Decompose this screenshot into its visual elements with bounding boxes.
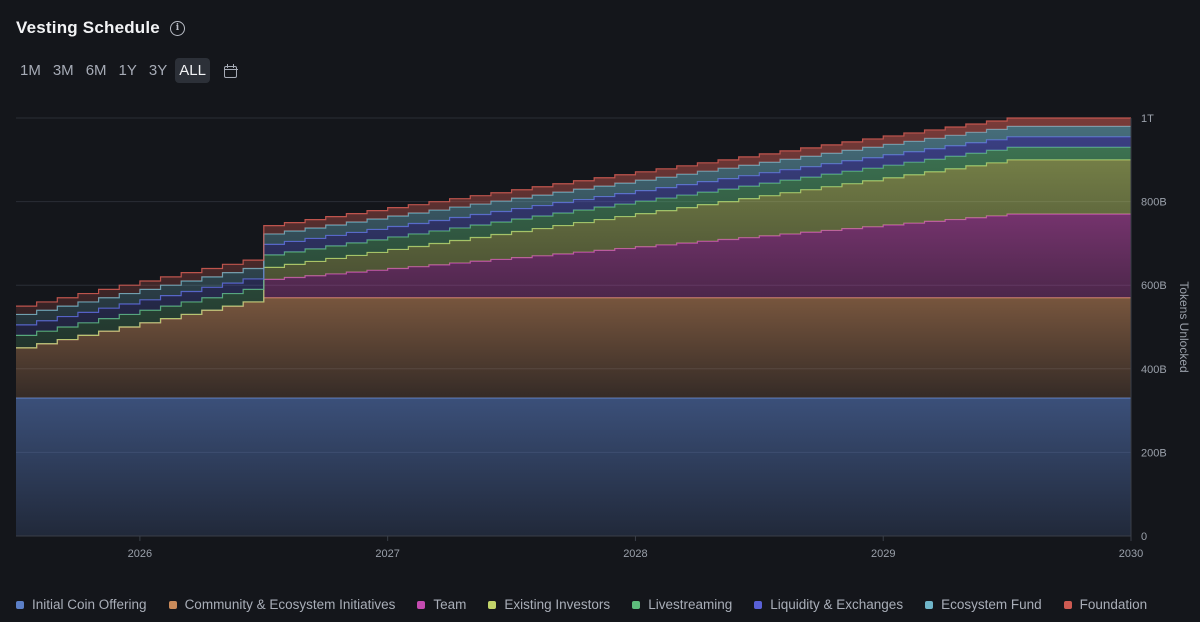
legend-swatch	[925, 600, 934, 609]
area-community-ecosystem-initiatives	[16, 297, 1131, 399]
x-tick-label: 2026	[128, 548, 152, 560]
watermark-text: Messari	[912, 569, 1052, 570]
y-axis-title: Tokens Unlocked	[1177, 281, 1191, 372]
chart-legend: Initial Coin Offering Community & Ecosyst…	[16, 597, 1147, 612]
range-1m-button[interactable]: 1M	[20, 62, 41, 79]
legend-swatch	[632, 600, 641, 609]
y-tick-label: 1T	[1141, 113, 1154, 125]
legend-label: Existing Investors	[504, 597, 611, 612]
vesting-chart: Messari 0 200B 400B 600B 800B 1T 2026 2027 2028 20…	[16, 113, 1191, 570]
chart-header: Vesting Schedule i	[16, 18, 185, 38]
range-3m-button[interactable]: 3M	[52, 62, 74, 79]
legend-label: Team	[433, 597, 467, 612]
y-tick-label: 400B	[1141, 364, 1167, 376]
range-all-button[interactable]: ALL	[175, 58, 210, 83]
legend-swatch	[16, 600, 24, 609]
legend-label: Livestreaming	[648, 597, 733, 612]
legend-label: Community & Ecosystem Initiatives	[184, 597, 396, 612]
legend-swatch	[417, 600, 426, 609]
y-tick-label: 600B	[1141, 280, 1167, 292]
y-tick-label: 200B	[1141, 447, 1167, 459]
legend-swatch	[488, 600, 497, 609]
legend-swatch	[754, 600, 763, 609]
area-team	[16, 214, 1131, 348]
x-tick-label: 2029	[871, 548, 895, 560]
legend-label: Liquidity & Exchanges	[770, 597, 904, 612]
area-initial-coin-offering	[16, 398, 1131, 536]
legend-item[interactable]: Foundation	[1063, 597, 1148, 612]
legend-item[interactable]: Existing Investors	[488, 597, 610, 612]
legend-item[interactable]: Initial Coin Offering	[16, 597, 147, 612]
legend-item[interactable]: Ecosystem Fund	[925, 597, 1042, 612]
legend-item[interactable]: Livestreaming	[632, 597, 732, 612]
legend-item[interactable]: Team	[417, 597, 466, 612]
legend-label: Foundation	[1079, 597, 1148, 612]
x-tick-label: 2028	[623, 548, 647, 560]
area-existing-investors	[16, 159, 1131, 348]
legend-label: Ecosystem Fund	[941, 597, 1042, 612]
y-tick-label: 800B	[1141, 197, 1167, 209]
x-tick-label: 2027	[375, 548, 399, 560]
range-3y-button[interactable]: 3Y	[148, 62, 168, 79]
legend-label: Initial Coin Offering	[32, 597, 147, 612]
line-foundation	[16, 117, 1131, 307]
y-tick-label: 0	[1141, 531, 1147, 543]
range-1y-button[interactable]: 1Y	[118, 62, 137, 79]
chart-title: Vesting Schedule	[16, 18, 160, 37]
range-selector: 1M 3M 6M 1Y 3Y ALL	[16, 58, 238, 83]
info-icon[interactable]: i	[169, 20, 185, 36]
range-6m-button[interactable]: 6M	[85, 62, 107, 79]
legend-swatch	[168, 600, 177, 609]
legend-item[interactable]: Liquidity & Exchanges	[754, 597, 903, 612]
legend-swatch	[1063, 600, 1072, 609]
x-tick-label: 2030	[1119, 548, 1143, 560]
legend-item[interactable]: Community & Ecosystem Initiatives	[168, 597, 396, 612]
calendar-icon[interactable]	[223, 63, 238, 78]
